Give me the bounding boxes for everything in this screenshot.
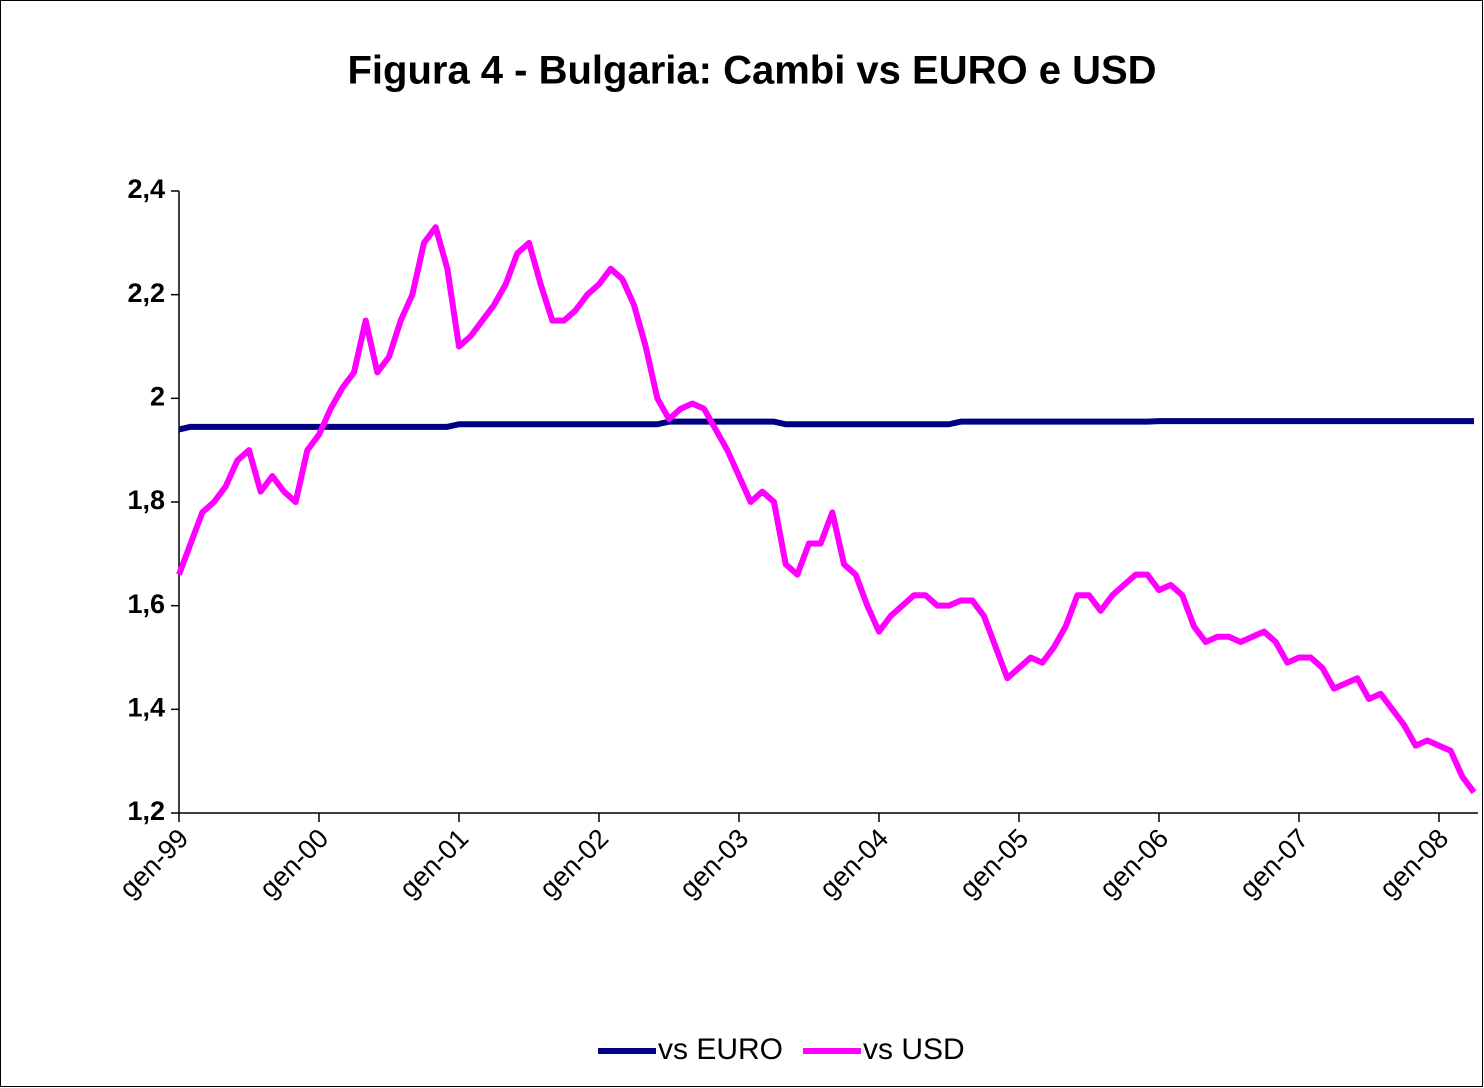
- legend-label: vs EURO: [658, 1033, 783, 1066]
- y-tick-label: 1,8: [127, 485, 165, 515]
- y-tick-label: 1,6: [127, 589, 165, 619]
- chart-title: Figura 4 - Bulgaria: Cambi vs EURO e USD: [347, 49, 1156, 93]
- series-line: [178, 418, 1474, 433]
- y-tick-label: 2,4: [127, 174, 165, 204]
- y-tick-label: 2: [150, 381, 165, 411]
- series-line: [176, 224, 1477, 795]
- y-tick-label: 1,2: [127, 796, 165, 826]
- legend-label: vs USD: [863, 1033, 965, 1066]
- y-tick-label: 2,2: [127, 278, 165, 308]
- y-tick-label: 1,4: [127, 692, 165, 722]
